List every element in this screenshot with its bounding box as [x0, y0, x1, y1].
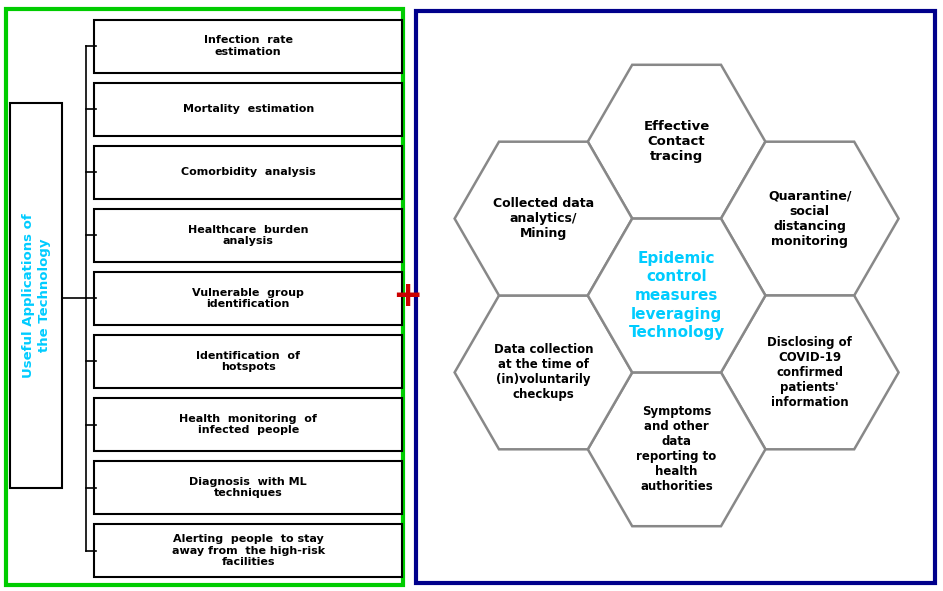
FancyBboxPatch shape [94, 146, 402, 199]
Polygon shape [785, 273, 835, 318]
Text: Identification  of
hotspots: Identification of hotspots [196, 350, 300, 372]
FancyBboxPatch shape [94, 335, 402, 388]
Polygon shape [519, 273, 569, 318]
Polygon shape [587, 65, 766, 219]
FancyBboxPatch shape [94, 398, 402, 451]
Polygon shape [598, 158, 641, 213]
Text: Diagnosis  with ML
techniques: Diagnosis with ML techniques [190, 477, 307, 498]
Text: Data collection
at the time of
(in)voluntarily
checkups: Data collection at the time of (in)volun… [493, 343, 593, 401]
Polygon shape [721, 142, 899, 296]
FancyBboxPatch shape [10, 103, 61, 488]
Text: +: + [392, 278, 422, 313]
Text: Comorbidity  analysis: Comorbidity analysis [181, 167, 316, 177]
FancyBboxPatch shape [416, 11, 935, 583]
FancyBboxPatch shape [94, 462, 402, 514]
Polygon shape [721, 296, 899, 449]
FancyBboxPatch shape [94, 83, 402, 135]
FancyBboxPatch shape [94, 209, 402, 262]
Text: Health  monitoring  of
infected  people: Health monitoring of infected people [179, 414, 317, 436]
Polygon shape [587, 219, 766, 372]
Text: Mortality  estimation: Mortality estimation [183, 105, 314, 114]
Text: Useful Applications of
the Technology: Useful Applications of the Technology [22, 213, 51, 378]
Text: Symptoms
and other
data
reporting to
health
authorities: Symptoms and other data reporting to hea… [637, 405, 717, 493]
Text: Quarantine/
social
distancing
monitoring: Quarantine/ social distancing monitoring [768, 190, 852, 248]
FancyBboxPatch shape [7, 9, 404, 585]
Text: Alerting  people  to stay
away from  the high-risk
facilities: Alerting people to stay away from the hi… [172, 534, 324, 567]
Polygon shape [598, 378, 641, 433]
Text: Collected data
analytics/
Mining: Collected data analytics/ Mining [493, 197, 594, 240]
FancyBboxPatch shape [94, 20, 402, 73]
Text: Effective
Contact
tracing: Effective Contact tracing [643, 120, 710, 163]
FancyBboxPatch shape [94, 272, 402, 324]
Text: Disclosing of
COVID-19
confirmed
patients'
information: Disclosing of COVID-19 confirmed patient… [768, 336, 852, 409]
Text: Healthcare  burden
analysis: Healthcare burden analysis [188, 225, 308, 246]
Polygon shape [455, 142, 632, 296]
Text: Vulnerable  group
identification: Vulnerable group identification [192, 288, 304, 309]
Polygon shape [455, 296, 632, 449]
Polygon shape [587, 372, 766, 526]
FancyBboxPatch shape [94, 524, 402, 577]
Polygon shape [712, 378, 755, 433]
Polygon shape [712, 158, 755, 213]
Text: Infection  rate
estimation: Infection rate estimation [204, 35, 292, 57]
Text: Epidemic
control
measures
leveraging
Technology: Epidemic control measures leveraging Tec… [628, 251, 725, 340]
